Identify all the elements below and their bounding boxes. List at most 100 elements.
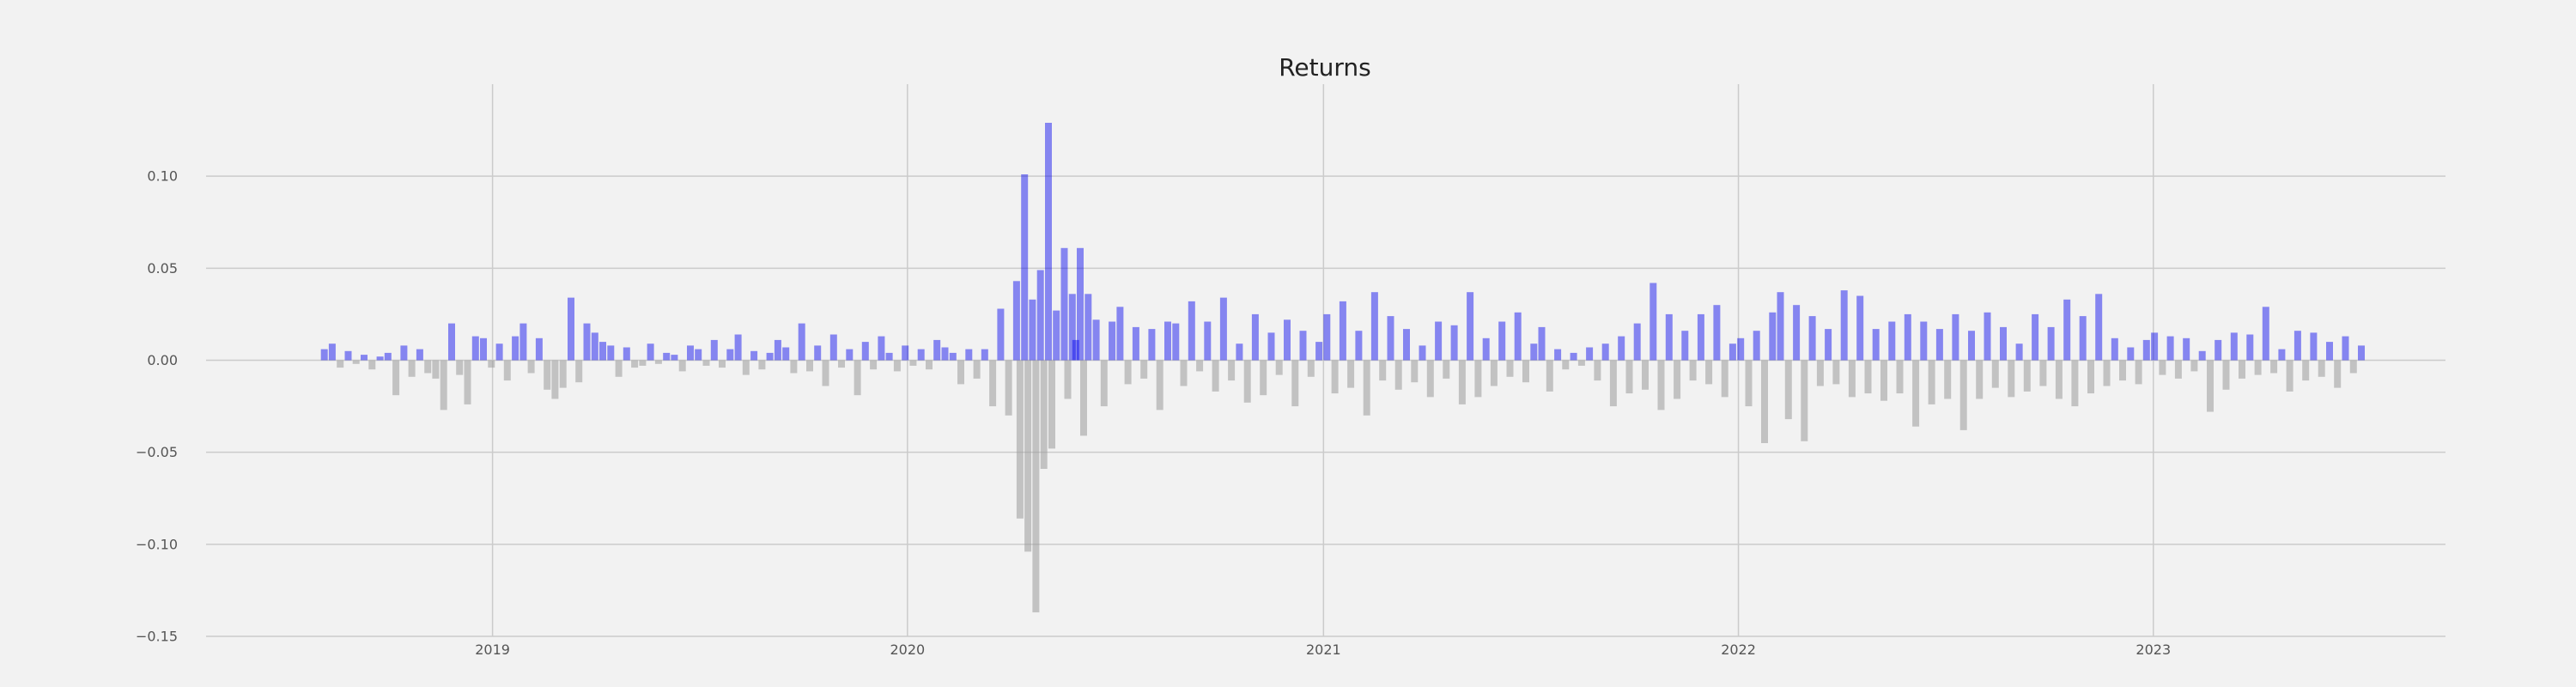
positive-return-bar bbox=[1299, 331, 1307, 361]
negative-return-bar bbox=[1443, 360, 1450, 379]
positive-return-bar bbox=[2000, 326, 2007, 361]
x-tick-label: 2021 bbox=[1306, 641, 1341, 658]
negative-return-bar bbox=[408, 360, 416, 377]
positive-return-bar bbox=[1530, 344, 1538, 361]
negative-return-bar bbox=[2302, 360, 2310, 381]
positive-return-bar bbox=[1777, 292, 1784, 361]
positive-return-bar bbox=[1053, 310, 1060, 361]
negative-return-bar bbox=[1976, 360, 1984, 399]
negative-return-bar bbox=[1912, 360, 1920, 427]
y-tick-label: −0.05 bbox=[136, 444, 178, 460]
negative-return-bar bbox=[1546, 360, 1553, 392]
negative-return-bar bbox=[926, 360, 933, 370]
positive-return-bar bbox=[1284, 319, 1291, 361]
negative-return-bar bbox=[2334, 360, 2342, 388]
negative-return-bar bbox=[559, 360, 567, 388]
negative-return-bar bbox=[957, 360, 964, 385]
negative-return-bar bbox=[1180, 360, 1188, 386]
positive-return-bar bbox=[2215, 339, 2222, 361]
positive-return-bar bbox=[1045, 123, 1052, 361]
positive-return-bar bbox=[1586, 347, 1594, 361]
positive-return-bar bbox=[814, 345, 822, 361]
negative-return-bar bbox=[1291, 360, 1299, 407]
positive-return-bar bbox=[917, 349, 925, 361]
negative-return-bar bbox=[1816, 360, 1824, 386]
positive-return-bar bbox=[1935, 329, 1943, 361]
positive-return-bar bbox=[2166, 336, 2174, 361]
negative-return-bar bbox=[631, 360, 639, 368]
positive-return-bar bbox=[1164, 321, 1171, 361]
positive-return-bar bbox=[320, 349, 328, 361]
positive-return-bar bbox=[1419, 345, 1426, 361]
positive-return-bar bbox=[1665, 313, 1673, 361]
positive-return-bar bbox=[1012, 281, 1020, 361]
positive-return-bar bbox=[774, 339, 781, 361]
negative-return-bar bbox=[2087, 360, 2094, 394]
positive-return-bar bbox=[710, 339, 718, 361]
positive-return-bar bbox=[1554, 349, 1562, 361]
negative-return-bar bbox=[1331, 360, 1339, 394]
negative-return-bar bbox=[2008, 360, 2015, 398]
negative-return-bar bbox=[719, 360, 726, 368]
negative-return-bar bbox=[544, 360, 551, 390]
negative-return-bar bbox=[1784, 360, 1792, 420]
negative-return-bar bbox=[432, 360, 440, 379]
negative-return-bar bbox=[2190, 360, 2198, 372]
positive-return-bar bbox=[1029, 299, 1036, 361]
positive-return-bar bbox=[448, 323, 455, 361]
negative-return-bar bbox=[1212, 360, 1219, 392]
negative-return-bar bbox=[1228, 360, 1236, 381]
negative-return-bar bbox=[2286, 360, 2293, 392]
positive-return-bar bbox=[1036, 270, 1044, 361]
x-tick-label: 2023 bbox=[2136, 641, 2171, 658]
negative-return-bar bbox=[1761, 360, 1768, 443]
positive-return-bar bbox=[583, 323, 591, 361]
negative-return-bar bbox=[1363, 360, 1370, 416]
positive-return-bar bbox=[885, 352, 893, 361]
positive-return-bar bbox=[599, 342, 606, 361]
negative-return-bar bbox=[822, 360, 829, 386]
positive-return-bar bbox=[1570, 352, 1577, 361]
y-tick-label: −0.15 bbox=[136, 629, 178, 645]
negative-return-bar bbox=[2270, 360, 2278, 374]
negative-return-bar bbox=[2174, 360, 2182, 379]
positive-return-bar bbox=[1968, 331, 1975, 361]
negative-return-bar bbox=[2159, 360, 2166, 375]
positive-return-bar bbox=[361, 355, 368, 361]
x-tick-label: 2022 bbox=[1721, 641, 1756, 658]
positive-return-bar bbox=[1172, 323, 1180, 361]
x-tick-label: 2019 bbox=[475, 641, 510, 658]
positive-return-bar bbox=[2183, 337, 2190, 361]
negative-return-bar bbox=[1959, 360, 1967, 430]
negative-return-bar bbox=[1307, 360, 1315, 377]
negative-return-bar bbox=[1426, 360, 1434, 398]
positive-return-bar bbox=[933, 339, 941, 361]
positive-return-bar bbox=[1920, 321, 1928, 361]
negative-return-bar bbox=[2239, 360, 2245, 379]
positive-return-bar bbox=[623, 347, 630, 361]
negative-return-bar bbox=[575, 360, 583, 383]
negative-return-bar bbox=[488, 360, 495, 368]
y-tick-label: −0.10 bbox=[136, 536, 178, 552]
positive-return-bar bbox=[1649, 283, 1657, 361]
positive-return-bar bbox=[1116, 307, 1124, 361]
positive-return-bar bbox=[416, 349, 423, 361]
positive-return-bar bbox=[1728, 344, 1736, 361]
negative-return-bar bbox=[1705, 360, 1713, 385]
positive-return-bar bbox=[2293, 331, 2301, 361]
negative-return-bar bbox=[1657, 360, 1665, 410]
positive-return-bar bbox=[1251, 313, 1259, 361]
negative-return-bar bbox=[1275, 360, 1283, 375]
positive-return-bar bbox=[997, 308, 1005, 361]
positive-return-bar bbox=[1601, 344, 1609, 361]
bar-layer bbox=[320, 123, 2365, 613]
negative-return-bar bbox=[838, 360, 845, 368]
negative-return-bar bbox=[854, 360, 861, 396]
negative-return-bar bbox=[2039, 360, 2047, 386]
positive-return-bar bbox=[384, 352, 392, 361]
positive-return-bar bbox=[1872, 329, 1880, 361]
negative-return-bar bbox=[1880, 360, 1887, 401]
positive-return-bar bbox=[495, 344, 503, 361]
positive-return-bar bbox=[1435, 321, 1443, 361]
